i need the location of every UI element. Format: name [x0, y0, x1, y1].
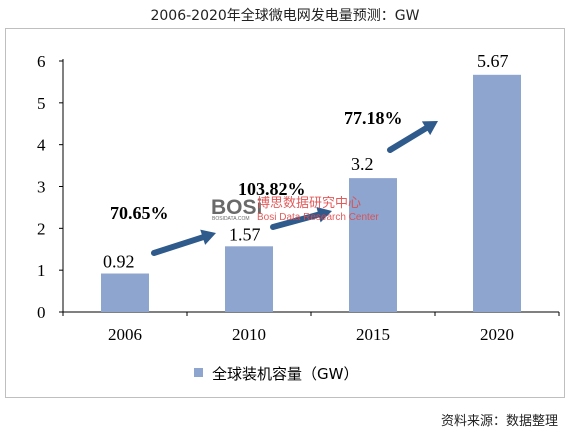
chart-bars	[101, 74, 521, 313]
x-tick-label: 2006	[108, 325, 142, 344]
growth-label: 103.82%	[238, 179, 306, 199]
y-tick-label: 3	[37, 178, 46, 197]
y-tick-label: 5	[37, 94, 46, 113]
watermark-en: Bosi Data Research Center	[257, 212, 379, 223]
bar-2010	[225, 246, 273, 312]
bar-chart: 0 1 2 3 4 5 6 2006 2010 2015 2020 70.65% 103.82% 77.…	[37, 51, 560, 383]
chart-labels: 0.92 1.57 3.2 5.67	[103, 51, 509, 272]
x-tick-label: 2015	[356, 325, 390, 344]
value-label: 1.57	[229, 224, 261, 244]
bar-2015	[349, 178, 397, 312]
chart-axes: 0 1 2 3 4 5 6 2006 2010 2015 2020	[37, 52, 560, 344]
growth-arrow-head	[200, 229, 216, 245]
watermark-brand: BOSi	[211, 196, 262, 219]
page-title: 2006-2020年全球微电网发电量预测：GW	[150, 8, 420, 24]
growth-label: 77.18%	[344, 108, 403, 128]
growth-arrow-head	[421, 121, 438, 136]
value-label: 5.67	[477, 51, 509, 71]
chart-legend: 全球装机容量（GW）	[194, 365, 358, 383]
y-tick-label: 4	[37, 136, 46, 155]
source-note: 资料来源：数据整理	[440, 414, 558, 429]
y-tick-label: 0	[37, 303, 46, 322]
y-tick-label: 2	[37, 219, 46, 238]
y-tick-label: 1	[37, 261, 46, 280]
y-tick-label: 6	[37, 52, 46, 71]
value-label: 0.92	[103, 252, 135, 272]
value-label: 3.2	[351, 154, 374, 174]
watermark-brand-small: BOSIDATA.COM	[212, 216, 250, 222]
growth-arrow-head	[316, 206, 332, 223]
legend-label: 全球装机容量（GW）	[212, 365, 358, 383]
growth-arrow-shaft	[387, 125, 430, 153]
bar-2020	[473, 74, 521, 313]
bar-2006	[101, 273, 149, 312]
x-tick-label: 2020	[480, 325, 514, 344]
watermark: BOSi BOSIDATA.COM 博思数据研究中心 Bosi Data Res…	[211, 196, 379, 223]
growth-arrow-shaft	[270, 211, 322, 230]
growth-arrow-shaft	[151, 234, 206, 256]
watermark-cn: 博思数据研究中心	[257, 196, 361, 211]
legend-swatch	[194, 368, 203, 377]
growth-label: 70.65%	[110, 203, 169, 223]
chart-frame: 0 1 2 3 4 5 6 2006 2010 2015 2020 70.65% 103.82% 77.…	[5, 28, 565, 398]
x-tick-label: 2010	[232, 325, 266, 344]
growth-arrows: 70.65% 103.82% 77.18%	[110, 108, 438, 256]
